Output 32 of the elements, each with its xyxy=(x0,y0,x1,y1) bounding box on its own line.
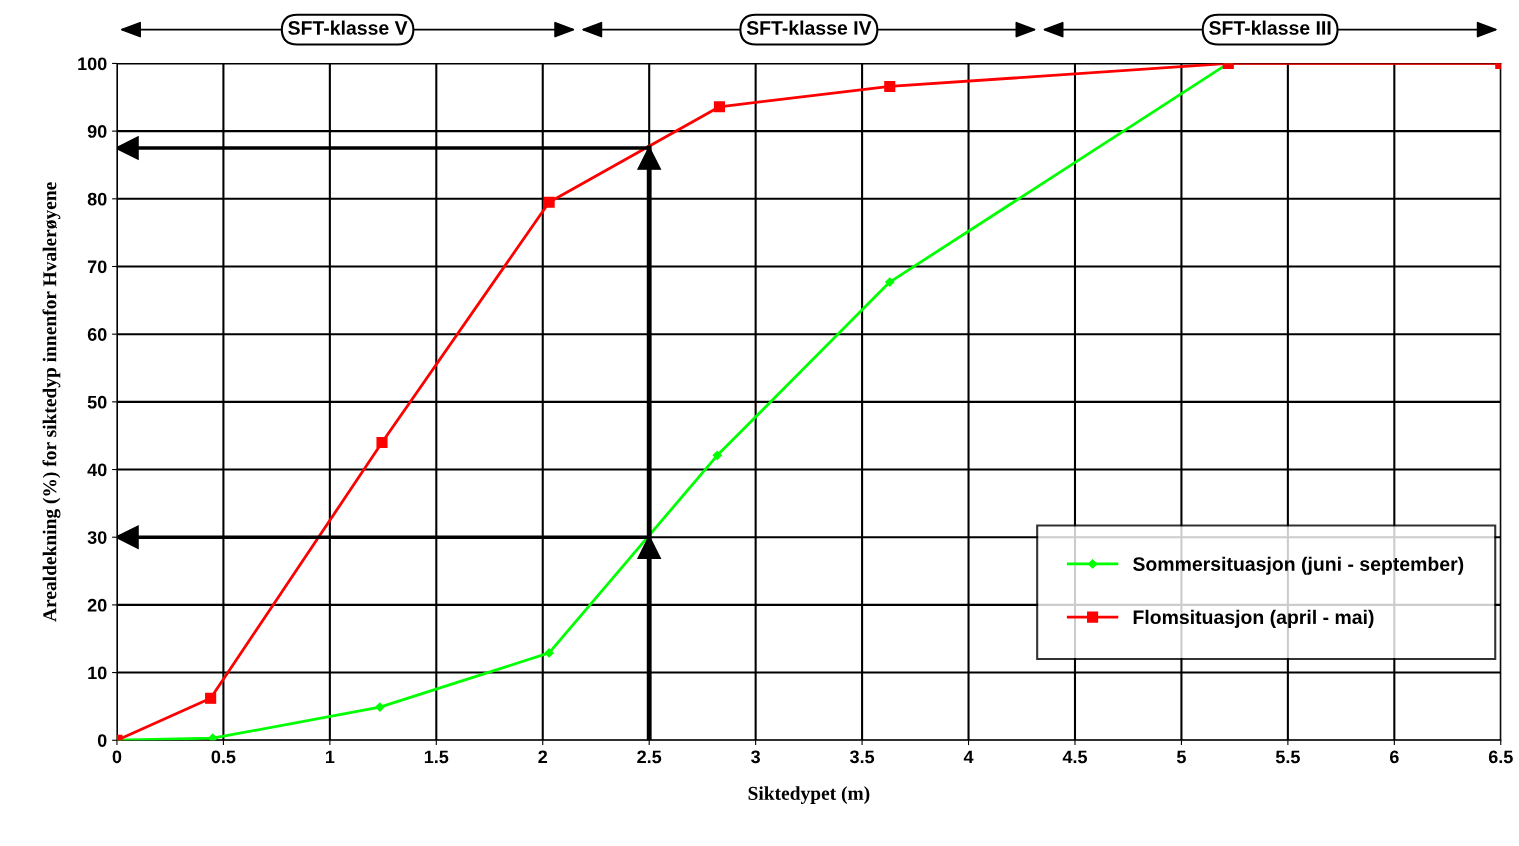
text: SFT-klasse IV xyxy=(746,20,872,35)
x-tick-label: 3.5 xyxy=(849,750,875,764)
text: SFT-klasse III xyxy=(1209,20,1331,35)
legend-label: Sommersituasjon (juni - september) xyxy=(1133,556,1464,575)
y-tick-label: 40 xyxy=(87,463,107,477)
x-tick-label: 0 xyxy=(112,750,122,764)
y-tick-label: 0 xyxy=(97,734,107,747)
y-tick-label: 50 xyxy=(87,395,107,409)
x-tick-label: 2 xyxy=(538,750,548,764)
x-tick-label: 5 xyxy=(1176,750,1186,764)
x-tick-label: 2.5 xyxy=(637,750,662,764)
x-tick-label: 6 xyxy=(1389,750,1399,764)
y-axis-title: Arealdekning (%) for siktedyp innenfor Hvalerøyene xyxy=(42,182,61,622)
x-tick-label: 3 xyxy=(751,750,761,764)
y-tick-label: 20 xyxy=(87,598,107,612)
x-tick-label: 4.5 xyxy=(1062,750,1088,764)
x-tick-label: 6.5 xyxy=(1488,750,1513,764)
x-tick-label: 5.5 xyxy=(1275,750,1300,764)
text: SFT-klasse V xyxy=(288,20,408,35)
y-tick-label: 10 xyxy=(88,666,107,680)
x-tick-label: 4 xyxy=(963,750,974,764)
y-tick-label: 90 xyxy=(87,125,107,138)
y-tick-label: 30 xyxy=(87,531,107,544)
x-tick-label: 0.5 xyxy=(211,750,236,764)
x-axis-title: Siktedypet (m) xyxy=(748,786,870,804)
y-tick-label: 70 xyxy=(87,260,107,274)
x-tick-label: 1.5 xyxy=(424,750,449,764)
x-tick-label: 1 xyxy=(325,750,335,764)
y-tick-label: 80 xyxy=(87,192,107,206)
legend-label: Flomsituasjon (april - mai) xyxy=(1133,609,1374,628)
y-tick-label: 60 xyxy=(87,328,107,341)
y-tick-label: 100 xyxy=(78,57,107,71)
